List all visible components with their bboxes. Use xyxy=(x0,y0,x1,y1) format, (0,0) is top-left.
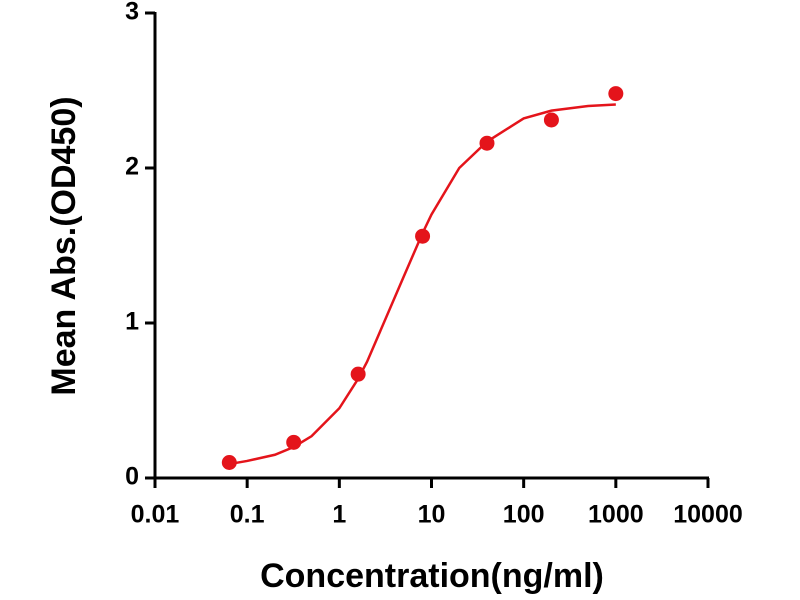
x-tick-label: 1 xyxy=(332,501,346,529)
x-tick-label: 1000 xyxy=(588,501,644,529)
data-point xyxy=(221,455,237,470)
x-axis-title: Concentration(ng/ml) xyxy=(260,557,604,595)
fit-curve xyxy=(229,103,616,466)
x-tick-label: 10000 xyxy=(673,501,743,529)
y-tick-label: 1 xyxy=(125,308,139,336)
data-point xyxy=(543,112,559,128)
x-tick-label: 100 xyxy=(503,501,545,529)
data-point xyxy=(415,228,431,244)
y-tick-label: 2 xyxy=(125,153,139,181)
data-point xyxy=(350,366,366,382)
y-tick-label: 3 xyxy=(125,0,139,26)
data-point xyxy=(479,135,495,151)
x-tick-label: 0.01 xyxy=(131,501,180,529)
y-axis-title: Mean Abs.(OD450) xyxy=(45,96,83,395)
data-point xyxy=(286,434,302,450)
data-point xyxy=(608,86,624,102)
x-tick-label: 10 xyxy=(418,501,446,529)
x-tick-label: 0.1 xyxy=(230,501,265,529)
y-tick-label: 0 xyxy=(125,463,139,491)
